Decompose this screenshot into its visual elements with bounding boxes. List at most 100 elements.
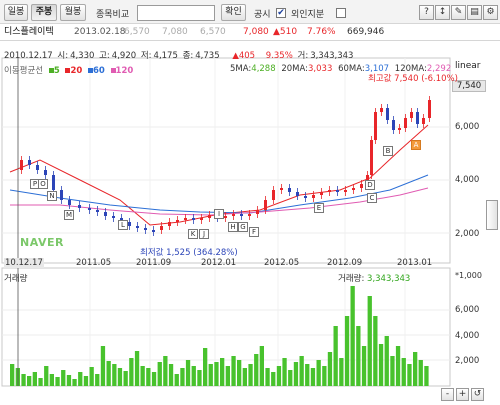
disclosure-label: 공시 bbox=[254, 10, 271, 20]
print-icon[interactable]: ▤ bbox=[467, 5, 482, 20]
volume-bar bbox=[373, 316, 378, 386]
marker-n[interactable]: N bbox=[47, 191, 57, 201]
marker-m[interactable]: M bbox=[64, 210, 74, 220]
monthly-chart-button[interactable]: 월봉 bbox=[60, 4, 86, 21]
reset-view-button[interactable]: ↺ bbox=[471, 388, 484, 401]
volume-bar bbox=[339, 358, 344, 386]
zoom-out-button[interactable]: - bbox=[441, 388, 454, 401]
volume-bar bbox=[112, 364, 117, 386]
ohlc-open: 4,330 bbox=[70, 51, 95, 61]
ohlc-open-label: 시: bbox=[57, 51, 69, 61]
ma60-swatch bbox=[87, 68, 93, 73]
volume-bar bbox=[322, 366, 327, 386]
ma120-label[interactable]: 120 bbox=[115, 66, 134, 76]
candle-body bbox=[240, 214, 243, 216]
marker-g[interactable]: G bbox=[238, 222, 248, 232]
candle-body bbox=[296, 192, 299, 196]
foreign-ratio-checkbox[interactable] bbox=[336, 8, 346, 18]
volume-bar bbox=[424, 366, 429, 386]
candle-body bbox=[200, 218, 203, 220]
volume-bar bbox=[350, 286, 355, 386]
volume-readout-value: 3,343,343 bbox=[367, 274, 411, 284]
ma60-label[interactable]: 60 bbox=[92, 66, 105, 76]
date-axis-2011-05: 2011.05 bbox=[76, 258, 112, 268]
ma20-label[interactable]: 20 bbox=[70, 66, 83, 76]
scale-type-label[interactable]: linear bbox=[455, 61, 481, 71]
marker-a[interactable]: A bbox=[411, 140, 421, 150]
volume-bar bbox=[361, 346, 367, 386]
foreign-ratio-label: 외인지분 bbox=[291, 10, 325, 20]
ohlc-close: 4,735 bbox=[195, 51, 220, 61]
candle-body bbox=[20, 160, 23, 170]
candle-body bbox=[352, 188, 355, 190]
price-change-pct: 7.76% bbox=[307, 27, 336, 37]
date-axis-2012-05: 2012.05 bbox=[264, 258, 300, 268]
volume-bar bbox=[21, 374, 26, 386]
volume-bar bbox=[66, 375, 72, 386]
candle-body bbox=[224, 216, 227, 218]
volume-bar bbox=[61, 370, 66, 386]
marker-l[interactable]: L bbox=[118, 220, 128, 230]
compare-input[interactable] bbox=[137, 5, 215, 21]
ma5-label[interactable]: 5 bbox=[53, 66, 60, 76]
candle-body bbox=[128, 222, 131, 226]
marker-o[interactable]: O bbox=[38, 179, 48, 189]
marker-d[interactable]: D bbox=[365, 180, 375, 190]
question-icon[interactable]: ? bbox=[419, 5, 434, 20]
price-change: ▲510 bbox=[273, 27, 298, 37]
chart-toolbar: 일봉 주봉 월봉 종목비교 확인 공시 ✔ 외인지분 ? ↕ ✎ ▤ ⚙ bbox=[0, 0, 500, 24]
candle-body bbox=[280, 188, 283, 190]
ma120-line bbox=[10, 187, 429, 216]
candle-body bbox=[192, 218, 195, 220]
candle-body bbox=[428, 100, 431, 118]
confirm-button[interactable]: 확인 bbox=[221, 4, 246, 21]
zoom-in-button[interactable]: + bbox=[456, 388, 469, 401]
volume-readout: 거래량: 3,343,343 bbox=[338, 272, 410, 284]
volume-bar bbox=[89, 367, 94, 386]
weekly-chart-button[interactable]: 주봉 bbox=[31, 4, 57, 21]
ma5-swatch bbox=[48, 68, 54, 73]
price-axis-2000: 2,000 bbox=[455, 229, 480, 239]
volume-bar bbox=[55, 377, 60, 386]
candle-body bbox=[160, 226, 163, 230]
volume-bar bbox=[305, 364, 310, 386]
daily-chart-button[interactable]: 일봉 bbox=[4, 4, 28, 21]
volume-bar bbox=[293, 362, 299, 386]
marker-f[interactable]: F bbox=[249, 227, 259, 237]
volume-bar bbox=[237, 360, 242, 386]
candle-body bbox=[184, 218, 187, 220]
marker-i[interactable]: I bbox=[214, 209, 224, 219]
volume-bar bbox=[248, 364, 253, 386]
candle-body bbox=[256, 210, 259, 214]
candle-body bbox=[404, 118, 407, 128]
volume-bar bbox=[151, 372, 157, 386]
volume-bar bbox=[185, 360, 191, 386]
date-axis-2013-01: 2013.01 bbox=[397, 258, 433, 268]
marker-j[interactable]: J bbox=[199, 229, 209, 239]
volume-axis-2000: 2,000 bbox=[455, 356, 480, 366]
marker-e[interactable]: E bbox=[314, 203, 324, 213]
price-1: 6,570 bbox=[124, 27, 150, 37]
marker-k[interactable]: K bbox=[188, 229, 198, 239]
volume-bar bbox=[327, 352, 333, 386]
disclosure-checkbox[interactable]: ✔ bbox=[276, 8, 286, 18]
settings-icon[interactable]: ⚙ bbox=[483, 5, 498, 20]
ma60-value: 3,107 bbox=[364, 64, 390, 74]
volume-bar bbox=[95, 374, 100, 386]
candle-body bbox=[78, 205, 81, 208]
candle-body bbox=[112, 216, 115, 218]
marker-c[interactable]: C bbox=[367, 193, 377, 203]
current-price-tag: 7,540 bbox=[452, 80, 486, 92]
volume-bar bbox=[401, 358, 406, 386]
marker-b[interactable]: B bbox=[383, 146, 393, 156]
edit-icon[interactable]: ✎ bbox=[451, 5, 466, 20]
marker-h[interactable]: H bbox=[228, 222, 238, 232]
volume-readout-label: 거래량: bbox=[338, 274, 365, 284]
candle-body bbox=[320, 192, 323, 195]
candle-body bbox=[144, 228, 147, 230]
volume-bar bbox=[174, 374, 179, 386]
candle-body bbox=[208, 215, 211, 218]
ma5-value-label: 5MA: bbox=[230, 64, 252, 74]
expand-icon[interactable]: ↕ bbox=[435, 5, 450, 20]
vertical-scroll-handle[interactable] bbox=[486, 200, 498, 230]
